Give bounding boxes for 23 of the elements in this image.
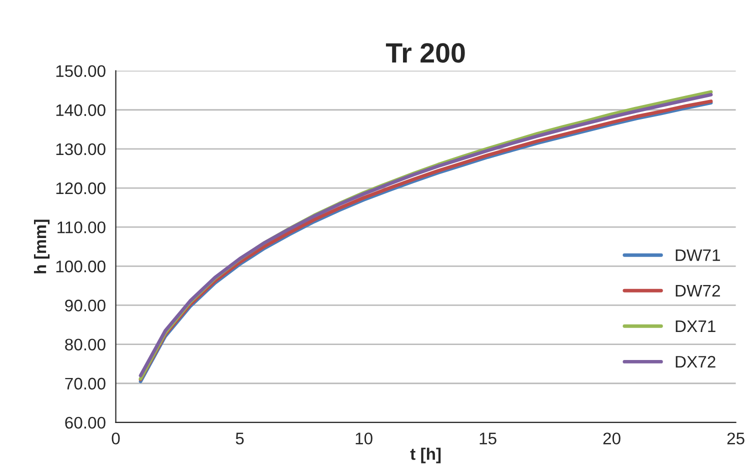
- y-tick-label: 130.00: [56, 143, 106, 156]
- x-tick-label: 10: [356, 432, 372, 444]
- x-tick-label: 20: [603, 432, 620, 444]
- x-tick-label: 5: [236, 432, 244, 444]
- x-axis-title: t [h]: [410, 448, 441, 464]
- x-tick-label: 25: [727, 432, 744, 444]
- legend-label: DX71: [676, 320, 716, 332]
- y-tick-label: 60.00: [65, 416, 106, 429]
- legend-label: DX72: [676, 356, 716, 368]
- x-tick-label: 15: [480, 432, 496, 444]
- y-tick-label: 70.00: [65, 378, 106, 390]
- legend-label: DW71: [676, 249, 720, 261]
- y-tick-label: 150.00: [56, 65, 106, 78]
- legend-label: DW72: [676, 284, 720, 296]
- y-tick-label: 90.00: [65, 300, 106, 312]
- y-tick-label: 140.00: [56, 104, 106, 116]
- y-tick-label: 120.00: [56, 182, 106, 194]
- y-tick-label: 110.00: [58, 221, 106, 234]
- y-axis-title: h [mm]: [34, 220, 50, 274]
- chart-title: Tr 200: [386, 43, 465, 63]
- y-tick-label: 100.00: [56, 260, 106, 272]
- y-tick-label: 80.00: [65, 338, 106, 350]
- x-tick-label: 0: [112, 432, 120, 444]
